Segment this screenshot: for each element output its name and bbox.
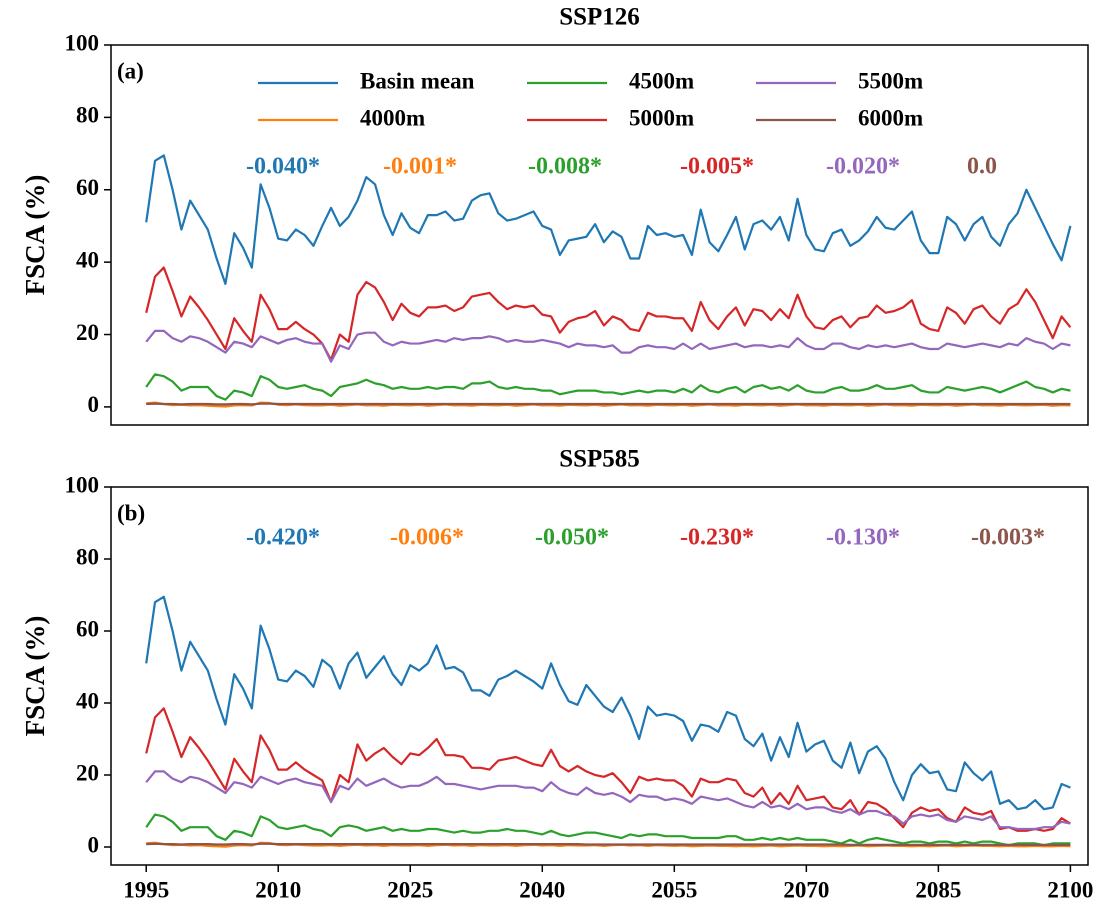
trend-label: 0.0 bbox=[967, 154, 997, 180]
panel-label: (b) bbox=[117, 500, 145, 525]
trend-label: -0.050* bbox=[535, 525, 609, 551]
x-tick-label: 2055 bbox=[651, 877, 697, 902]
y-tick-label: 20 bbox=[76, 320, 99, 345]
x-tick-label: 2010 bbox=[255, 877, 301, 902]
series-line bbox=[146, 842, 1071, 846]
legend-label: Basin mean bbox=[360, 68, 475, 93]
trend-label: -0.420* bbox=[246, 525, 320, 551]
trend-label: -0.040* bbox=[246, 154, 320, 180]
x-tick-label: 2025 bbox=[387, 877, 433, 902]
panel-label: (a) bbox=[117, 58, 144, 83]
series-line bbox=[145, 707, 1071, 832]
y-tick-label: 40 bbox=[76, 247, 99, 272]
y-axis-label: FSCA (%) bbox=[20, 175, 50, 296]
y-tick-label: 80 bbox=[76, 103, 99, 128]
legend-label: 4000m bbox=[360, 105, 425, 130]
y-tick-label: 0 bbox=[88, 832, 100, 857]
y-tick-label: 60 bbox=[76, 616, 99, 641]
plot-frame bbox=[110, 486, 1089, 866]
trend-label: -0.001* bbox=[383, 154, 457, 180]
trend-label: -0.005* bbox=[680, 154, 754, 180]
series-line bbox=[146, 402, 1071, 406]
legend-label: 5000m bbox=[629, 105, 694, 130]
x-tick-label: 1995 bbox=[123, 877, 169, 902]
y-axis-label: FSCA (%) bbox=[20, 616, 50, 737]
plot-frame bbox=[110, 44, 1089, 426]
series-line bbox=[145, 595, 1071, 811]
series-line bbox=[145, 154, 1072, 285]
series-line bbox=[145, 770, 1071, 831]
legend-label: 4500m bbox=[629, 68, 694, 93]
trend-label: -0.003* bbox=[971, 525, 1045, 551]
x-tick-label: 2100 bbox=[1047, 877, 1093, 902]
chart-title: SSP585 bbox=[559, 446, 640, 473]
chart-title: SSP126 bbox=[559, 4, 640, 31]
legend-label: 5500m bbox=[858, 68, 923, 93]
y-tick-label: 100 bbox=[65, 30, 100, 55]
x-tick-label: 2070 bbox=[783, 877, 829, 902]
trend-label: -0.130* bbox=[826, 525, 900, 551]
y-tick-label: 20 bbox=[76, 760, 99, 785]
series-line bbox=[145, 329, 1071, 363]
trend-label: -0.008* bbox=[528, 154, 602, 180]
x-tick-label: 2040 bbox=[519, 877, 565, 902]
y-tick-label: 0 bbox=[88, 392, 100, 417]
legend-label: 6000m bbox=[858, 105, 923, 130]
y-tick-label: 60 bbox=[76, 175, 99, 200]
series-line bbox=[145, 373, 1071, 401]
trend-label: -0.230* bbox=[680, 525, 754, 551]
trend-label: -0.006* bbox=[390, 525, 464, 551]
trend-label: -0.020* bbox=[826, 154, 900, 180]
y-tick-label: 100 bbox=[65, 472, 100, 497]
y-tick-label: 40 bbox=[76, 688, 99, 713]
x-tick-label: 2085 bbox=[915, 877, 961, 902]
series-line bbox=[145, 813, 1071, 847]
series-line bbox=[145, 266, 1072, 361]
y-tick-label: 80 bbox=[76, 544, 99, 569]
